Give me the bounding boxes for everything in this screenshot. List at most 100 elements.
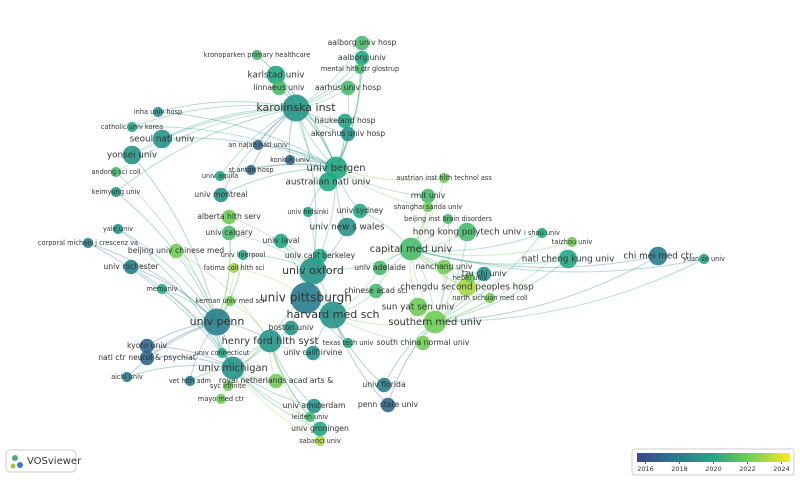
node[interactable] [415,335,431,351]
node[interactable] [224,295,236,307]
node-label[interactable]: karolinska inst [256,101,336,114]
node[interactable] [422,201,434,213]
node-label[interactable]: leiden univ [292,413,328,421]
node[interactable] [438,172,450,184]
node-label[interactable]: univ liverpool [221,251,266,259]
node-label[interactable]: tzu chi univ [462,269,507,278]
node[interactable] [258,329,282,353]
node[interactable] [110,166,122,178]
node[interactable] [312,421,328,437]
node-label[interactable]: yuan ze univ [683,255,725,263]
node-label[interactable]: univ laval [262,236,299,245]
node[interactable] [152,129,172,149]
node-label[interactable]: kyoto univ [127,341,167,350]
brand-badge[interactable]: VOSviewer [5,449,82,473]
node-label[interactable]: aalborg univ [338,53,386,62]
node[interactable] [110,186,122,198]
node[interactable] [399,237,423,261]
node-label[interactable]: hong kong polytech univ [413,228,522,238]
node[interactable] [380,397,396,413]
node-label[interactable]: chinese acad sci [344,286,407,295]
node-label[interactable]: univ new s wales [310,223,385,233]
node[interactable] [284,154,296,166]
node-label[interactable]: univ connecticut [195,349,250,357]
node[interactable] [283,320,299,336]
node-label[interactable]: univ adelaide [354,263,406,272]
node-label[interactable]: mayo med ctr [198,395,244,403]
node[interactable] [268,373,284,389]
node[interactable] [342,337,354,349]
node-label[interactable]: univ pittsburgh [260,291,352,305]
node[interactable] [139,338,155,354]
node[interactable] [420,188,436,204]
node[interactable] [273,233,289,249]
node-label[interactable]: univ sydney [337,206,384,215]
node[interactable] [457,222,477,242]
node[interactable] [306,398,322,414]
node-label[interactable]: vet hlth adm [169,377,211,385]
node[interactable] [282,94,310,122]
node[interactable] [376,377,392,393]
node-label[interactable]: st anton hosp [228,166,273,174]
node[interactable] [290,282,322,314]
node-label[interactable]: memuniv [147,285,178,293]
node-label[interactable]: univ amsterdam [283,401,346,410]
node-label[interactable]: mental hlth ctr glostrup [321,65,399,73]
node-label[interactable]: kerman univ med sci [196,297,265,305]
node[interactable] [214,170,226,182]
node-label[interactable]: harvard med sch [286,308,379,321]
node-label[interactable]: catholic univ korea [101,123,163,131]
node[interactable] [423,310,447,334]
node-label[interactable]: keimyung univ [92,188,141,196]
node[interactable] [152,106,164,118]
node-label[interactable]: karlstad univ [248,71,305,81]
node-label[interactable]: univ montreal [194,190,248,199]
node[interactable] [436,259,452,275]
node-label[interactable]: chengdu second peoples hosp [400,283,534,293]
node-label[interactable]: an najah natl univ [228,141,288,149]
node[interactable] [536,227,548,239]
node-label[interactable]: north sichuan med coll [452,294,528,302]
node[interactable] [299,257,327,285]
node-label[interactable]: texas tech univ [323,339,374,347]
node-label[interactable]: fatima coll hlth sci [204,264,265,272]
node-label[interactable]: taizhou univ [552,238,593,246]
node[interactable] [122,145,142,165]
node[interactable] [271,80,287,96]
node-label[interactable]: alberta hlth serv [197,212,261,221]
node[interactable] [184,375,196,387]
node-label[interactable]: beijing univ chinese med [128,246,224,255]
node-label[interactable]: aarhus univ hosp [315,83,381,92]
node-label[interactable]: sabanci univ [299,437,341,445]
node[interactable] [203,308,231,336]
node[interactable] [464,272,476,284]
node-label[interactable]: univ calgary [205,228,253,237]
node-label[interactable]: southern med univ [388,317,481,328]
node-label[interactable]: akershus univ hosp [311,129,385,138]
node[interactable] [340,126,356,142]
node-label[interactable]: univ calif berkeley [285,251,356,260]
node-label[interactable]: henry ford hlth syst [222,336,319,347]
node-label[interactable]: kronoparken primary healthcare [204,51,311,59]
node[interactable] [337,217,357,237]
node-label[interactable]: univ michigan [198,363,268,374]
node[interactable] [340,80,356,96]
node-label[interactable]: univ calif irvine [284,348,343,357]
node[interactable] [318,172,338,192]
node[interactable] [319,301,347,329]
node[interactable] [408,297,428,317]
node[interactable] [123,259,139,275]
node-label[interactable]: univ oxford [282,264,344,277]
node-label[interactable]: syc infinite [210,382,246,390]
node-label[interactable]: inha univ hosp [134,108,182,116]
node-label[interactable]: univ rochester [103,262,159,271]
node-label[interactable]: austrian inst hlth technol ass [396,174,492,182]
node-label[interactable]: royal netherlands acad arts & [219,376,333,385]
node-label[interactable]: aichi univ [111,373,143,381]
node[interactable] [112,223,124,235]
node[interactable] [221,356,245,380]
node[interactable] [352,203,368,219]
node-label[interactable]: univ florida [362,380,406,389]
node-label[interactable]: i shou univ [524,229,560,237]
node[interactable] [648,246,668,266]
